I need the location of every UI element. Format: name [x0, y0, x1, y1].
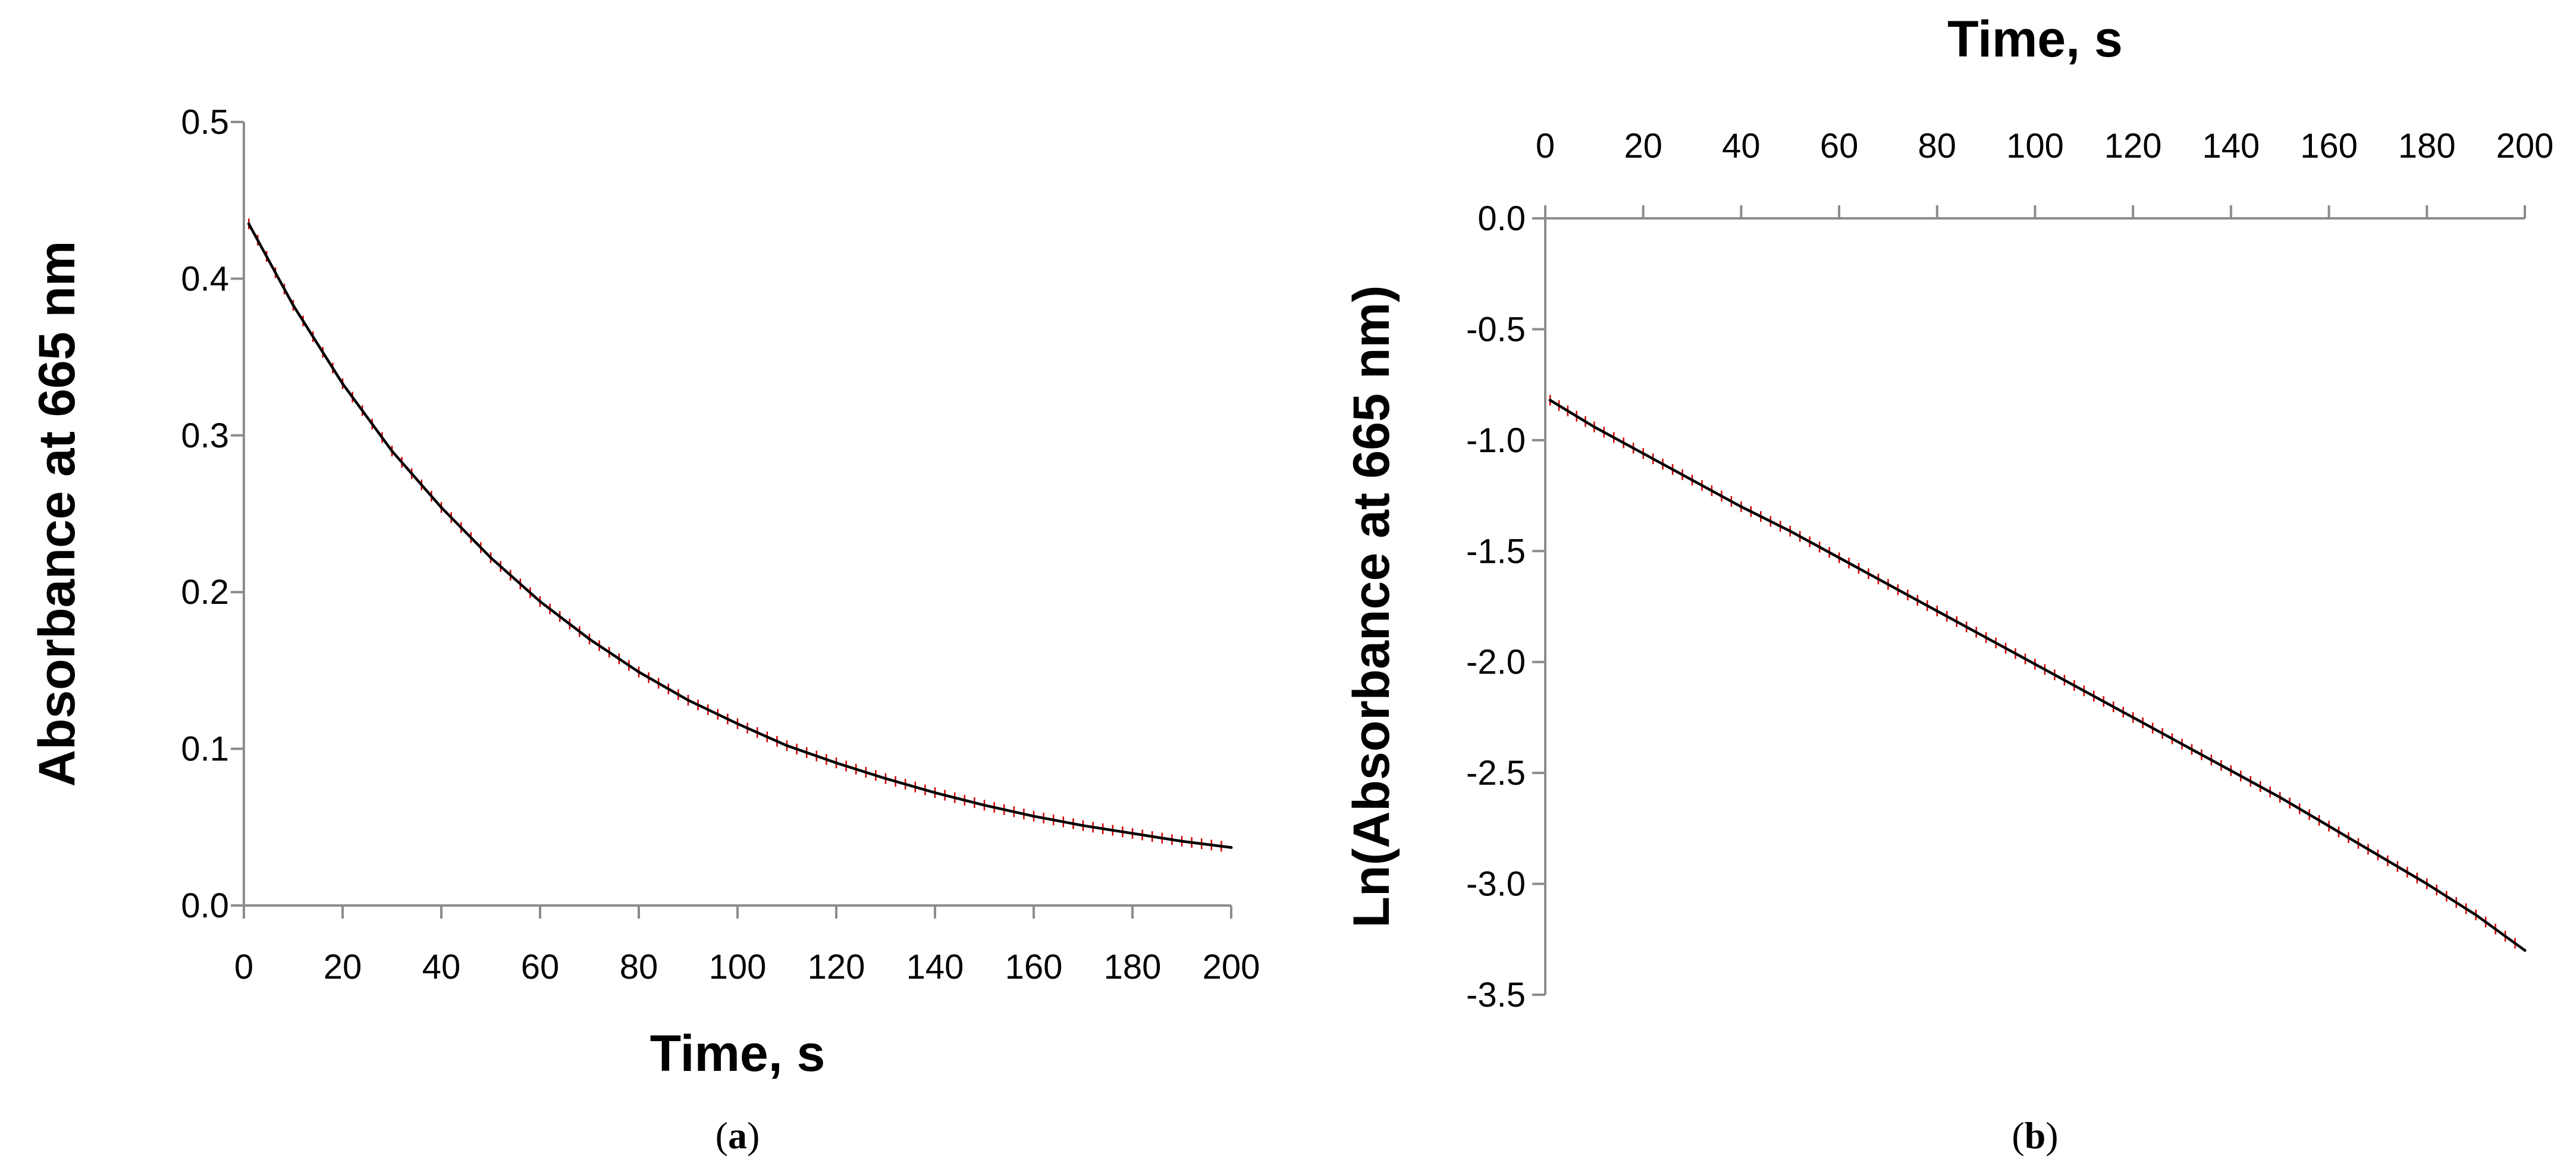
data-point: [390, 449, 394, 453]
series-line: [1548, 399, 2527, 952]
data-point: [1081, 824, 1085, 828]
data-point: [2278, 795, 2282, 799]
data-point: [2082, 689, 2086, 693]
y-tick-label: 0.5: [181, 103, 229, 142]
data-point: [834, 761, 838, 764]
y-axis-title: Absorbance at 665 nm: [29, 241, 86, 787]
y-tick-label: 0.3: [181, 416, 229, 455]
data-point: [2425, 882, 2428, 886]
series-line: [247, 222, 1233, 849]
x-tick-label: 40: [422, 948, 461, 986]
data-point: [1935, 609, 1939, 613]
x-tick-label: 20: [324, 948, 362, 986]
x-tick-label: 100: [2006, 127, 2064, 165]
data-point: [2229, 769, 2233, 772]
y-tick-label: -1.0: [1466, 421, 1526, 460]
data-point: [291, 303, 295, 307]
x-axis-title: Time, s: [1947, 11, 2123, 68]
y-tick-label: -1.5: [1466, 532, 1526, 571]
data-point: [1984, 636, 1988, 640]
data-point: [1180, 839, 1184, 843]
data-point: [2180, 742, 2184, 746]
y-tick-label: -3.0: [1466, 865, 1526, 904]
data-point: [2474, 913, 2478, 917]
x-tick-label: 80: [620, 948, 658, 986]
y-tick-label: 0.2: [181, 573, 229, 612]
x-tick-label: 60: [1820, 127, 1859, 165]
data-point: [2034, 662, 2037, 666]
x-tick-label: 120: [2104, 127, 2162, 165]
data-point: [1131, 832, 1134, 835]
data-point: [341, 382, 344, 386]
x-tick-label: 20: [1624, 127, 1662, 165]
x-tick-label: 160: [2300, 127, 2358, 165]
panel-letter: b: [2025, 1114, 2046, 1157]
data-point: [637, 670, 641, 674]
data-point: [686, 698, 690, 702]
x-axis-title: Time, s: [650, 1025, 826, 1082]
x-tick-label: 0: [1536, 127, 1555, 165]
x-tick-label: 0: [234, 948, 253, 986]
data-point: [2131, 716, 2135, 719]
data-point: [1032, 814, 1036, 818]
panel-b-chart: 0.0 -0.5 -1.0 -1.5 -2.0 -2.5 -3.0 -3.5 0 20 40 60 80…: [1343, 11, 2553, 1157]
data-point: [1229, 846, 1233, 850]
data-point: [1548, 399, 1552, 402]
data-point: [933, 791, 937, 794]
x-tick-label: 140: [2202, 127, 2260, 165]
x-tick-label: 60: [521, 948, 560, 986]
error-bars: [1549, 394, 2516, 949]
x-tick-label: 180: [1104, 948, 1162, 986]
data-point: [2523, 948, 2527, 952]
x-tick-label: 200: [1203, 948, 1260, 986]
x-tick-label: 200: [2496, 127, 2554, 165]
x-tick-label: 100: [709, 948, 767, 986]
y-tick-label: -3.5: [1466, 976, 1526, 1014]
y-tick-label: -0.5: [1466, 310, 1526, 349]
data-point: [489, 556, 492, 559]
data-point: [440, 506, 443, 509]
data-point: [2327, 825, 2331, 828]
y-tick-label: 0.0: [1477, 199, 1526, 238]
data-point: [785, 744, 789, 747]
data-point: [1592, 425, 1596, 428]
x-tick-label: 120: [808, 948, 865, 986]
data-point: [1642, 452, 1645, 455]
panel-label: (a): [716, 1114, 760, 1157]
x-tick-label: 180: [2398, 127, 2456, 165]
data-point: [247, 222, 250, 225]
y-tick-label: 0.0: [181, 886, 229, 925]
panel-letter: a: [728, 1114, 747, 1157]
panel-label: (b): [2012, 1114, 2058, 1157]
data-point: [983, 803, 986, 807]
x-tick-label: 40: [1722, 127, 1761, 165]
panel-a-chart: 0.0 0.1 0.2 0.3 0.4 0.5 0 20 40 60 80 100 120 140 160 1…: [29, 103, 1260, 1157]
y-axis-title: Ln(Absorbance at 665 nm): [1343, 286, 1400, 928]
data-point: [2376, 853, 2380, 857]
x-tick-label: 160: [1005, 948, 1063, 986]
data-point: [1739, 505, 1743, 509]
data-point: [1690, 478, 1694, 482]
y-tick-label: -2.5: [1466, 754, 1526, 792]
y-tick-label: -2.0: [1466, 643, 1526, 682]
data-point: [588, 637, 591, 641]
data-point: [1789, 529, 1792, 533]
data-point: [884, 777, 887, 781]
y-tick-label: 0.4: [181, 259, 229, 298]
data-point: [1886, 582, 1890, 586]
error-bars: [248, 218, 1222, 852]
x-tick-label: 80: [1918, 127, 1957, 165]
data-point: [1837, 556, 1841, 559]
data-point: [538, 600, 542, 603]
x-tick-label: 140: [906, 948, 964, 986]
data-point: [736, 722, 739, 725]
y-tick-label: 0.1: [181, 730, 229, 769]
